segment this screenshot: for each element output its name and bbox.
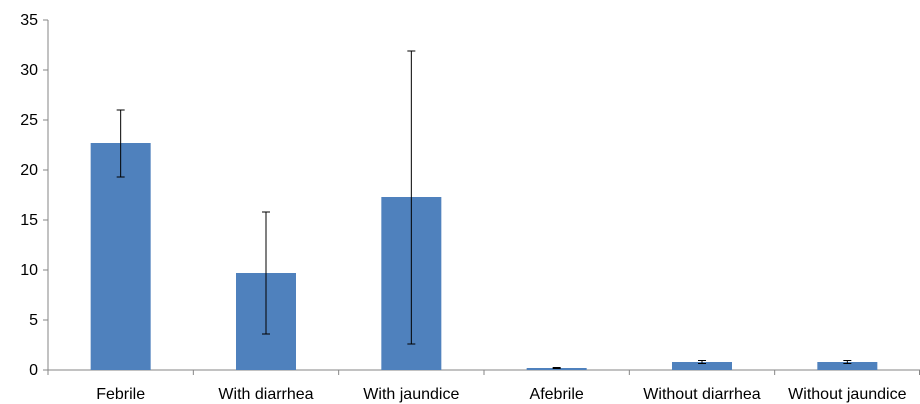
- category-label-2: With jaundice: [363, 386, 459, 403]
- y-tick-label: 10: [20, 262, 38, 279]
- bar-0: [90, 143, 151, 370]
- y-tick-label: 5: [29, 312, 38, 329]
- y-tick-label: 15: [20, 212, 38, 229]
- bar-5: [817, 362, 878, 370]
- bar-4: [672, 362, 732, 370]
- plot-area: 0 5 10 15 20 25 30 35 Febrile With diarrhea With j…: [20, 12, 920, 403]
- category-label-3: Afebrile: [530, 386, 584, 403]
- y-tick-label: 20: [20, 162, 38, 179]
- category-label-0: Febrile: [96, 386, 145, 403]
- y-tick-label: 25: [20, 112, 38, 129]
- category-label-5: Without jaundice: [788, 386, 906, 403]
- y-tick-label: 35: [20, 12, 38, 29]
- category-label-4: Without diarrhea: [643, 386, 760, 403]
- category-label-1: With diarrhea: [218, 386, 313, 403]
- y-tick-label: 0: [29, 362, 38, 379]
- y-tick-label: 30: [20, 62, 38, 79]
